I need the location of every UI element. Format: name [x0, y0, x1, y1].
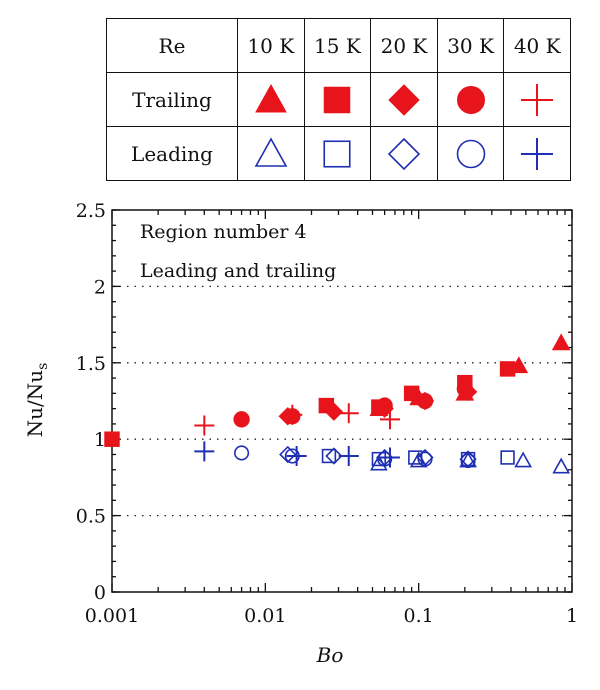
legend-marker-cell — [436, 72, 505, 127]
leading-square-point — [321, 448, 337, 464]
x-tick-label: 0.1 — [404, 605, 434, 627]
legend-marker-cell — [303, 126, 372, 181]
legend-re-40k: 40 K — [503, 18, 571, 73]
y-tick-label: 2.5 — [76, 200, 106, 222]
leading-circle-point — [460, 453, 476, 469]
trailing-diamond-point — [324, 402, 344, 421]
leading-plus-point — [286, 446, 307, 467]
plot-frame — [111, 209, 573, 593]
legend-marker-cell — [436, 126, 505, 181]
data-points — [104, 333, 571, 474]
legend-re-30k: 30 K — [436, 18, 505, 73]
y-axis-title-subscript: s — [35, 363, 51, 370]
legend-marker-cell — [370, 72, 438, 127]
leading-triangle-point — [552, 457, 571, 474]
leading-circle-point — [417, 451, 433, 467]
y-tick-label: 1.5 — [76, 353, 106, 375]
annotation-region: Region number 4 — [140, 221, 307, 243]
legend-trailing-row: Trailing — [106, 72, 571, 127]
legend-triangle-filled-icon — [254, 83, 287, 112]
trailing-square-point — [403, 385, 420, 402]
trailing-circle-point — [233, 411, 250, 428]
leading-square-point — [408, 450, 423, 465]
legend-circle-filled-icon — [456, 85, 485, 114]
y-axis-title: Nu/Nus — [23, 363, 51, 438]
legend-marker-cell — [237, 126, 305, 181]
x-tick-label: 1 — [566, 605, 578, 627]
legend-re-10k: 10 K — [237, 18, 305, 73]
trailing-circle-point — [376, 397, 393, 414]
legend-plus-filled-icon — [521, 83, 554, 116]
gridlines — [112, 285, 572, 517]
trailing-plus-point — [379, 409, 400, 430]
legend-marker-cell — [237, 72, 305, 127]
legend-re-header: Re — [106, 18, 238, 73]
trailing-circle-point — [456, 380, 473, 397]
leading-plus-point — [338, 446, 359, 467]
legend-trailing-label: Trailing — [106, 72, 238, 127]
trailing-square-point — [104, 431, 120, 447]
nusselt-ratio-chart: 0 0.5 1 1.5 2 2.5 0.001 0.01 0.1 1 Region number … — [23, 200, 578, 667]
y-tick-label: 0 — [94, 582, 106, 604]
x-tick-label: 0.001 — [85, 605, 139, 627]
marker-legend-table: Re 10 K 15 K 20 K 30 K 40 K Trailing Lea… — [106, 18, 571, 181]
legend-leading-row: Leading — [106, 126, 571, 181]
legend-square-open-icon — [323, 139, 351, 168]
legend-leading-label: Leading — [106, 126, 238, 181]
leading-square-point — [371, 451, 387, 467]
x-axis-title: Bo — [316, 643, 344, 667]
legend-header-row: Re 10 K 15 K 20 K 30 K 40 K — [106, 18, 571, 73]
legend-triangle-open-icon — [254, 136, 288, 167]
leading-circle-point — [234, 445, 250, 461]
leading-diamond-point — [325, 447, 343, 465]
leading-circle-point — [377, 451, 393, 467]
legend-re-20k: 20 K — [370, 18, 438, 73]
legend-re-15k: 15 K — [303, 18, 372, 73]
legend-marker-cell — [503, 72, 571, 127]
leading-plus-point — [194, 441, 215, 462]
leading-plus-point — [379, 447, 400, 468]
y-tick-label: 0.5 — [76, 506, 106, 528]
y-tick-label: 1 — [94, 429, 106, 451]
trailing-square-point — [499, 361, 516, 377]
trailing-plus-point — [338, 403, 359, 424]
legend-plus-open-icon — [521, 137, 554, 170]
legend-diamond-open-icon — [387, 137, 421, 170]
legend-marker-cell — [503, 126, 571, 181]
trailing-triangle-point — [551, 333, 571, 351]
y-tick-label: 2 — [94, 276, 106, 298]
legend-square-filled-icon — [324, 86, 351, 113]
y-axis-title-main: Nu/Nu — [23, 370, 47, 438]
leading-triangle-point — [514, 451, 532, 468]
legend-marker-cell — [370, 126, 438, 181]
legend-marker-cell — [303, 72, 372, 127]
legend-circle-open-icon — [456, 139, 485, 168]
leading-square-point — [500, 450, 515, 465]
annotation-leading-trailing: Leading and trailing — [140, 260, 336, 282]
axis-ticks: 0 0.5 1 1.5 2 2.5 0.001 0.01 0.1 1 — [76, 200, 578, 627]
trailing-circle-point — [416, 392, 434, 410]
legend-diamond-filled-icon — [388, 83, 420, 116]
x-tick-label: 0.01 — [244, 605, 286, 627]
trailing-plus-point — [282, 404, 303, 425]
trailing-plus-point — [194, 415, 215, 436]
